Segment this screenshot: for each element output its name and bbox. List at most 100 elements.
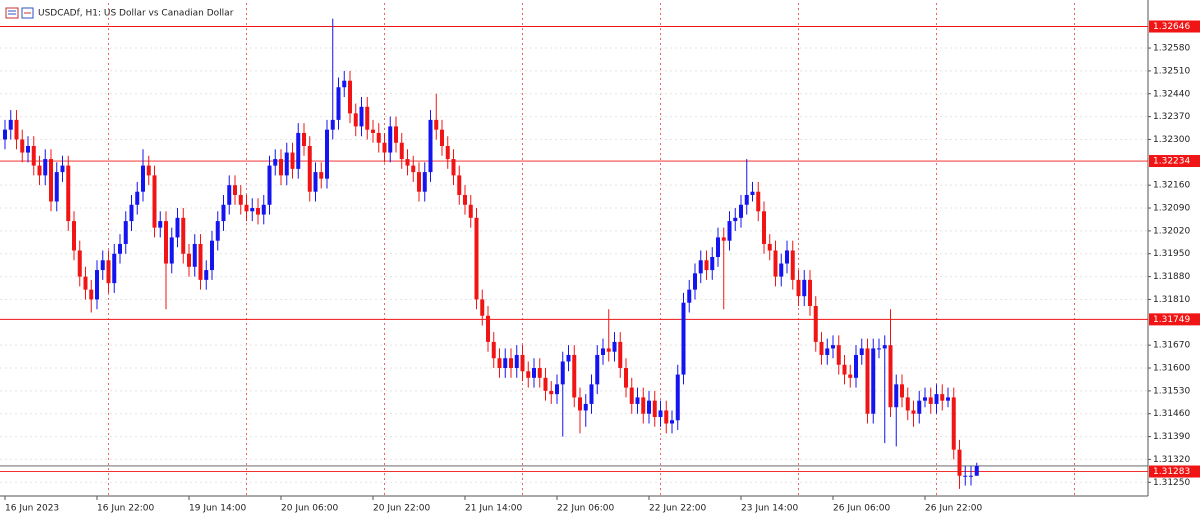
- y-tick-label: 1.31320: [1153, 455, 1190, 465]
- candle-body: [342, 80, 347, 88]
- candle-body: [842, 364, 847, 375]
- candle-body: [175, 217, 180, 238]
- candle-body: [474, 217, 479, 300]
- candle-body: [100, 260, 105, 271]
- candle-body: [681, 302, 686, 375]
- candle-body: [658, 410, 663, 417]
- candle-body: [555, 384, 559, 395]
- candle-body: [572, 354, 577, 398]
- candle-body: [417, 172, 421, 192]
- candle-body: [428, 119, 433, 173]
- candle-body: [89, 289, 94, 300]
- candle-body: [77, 250, 82, 277]
- candle-body: [302, 132, 306, 147]
- y-tick-label: 1.32370: [1153, 112, 1190, 122]
- candle-body: [330, 119, 335, 130]
- candle-body: [336, 87, 341, 120]
- candle-body: [756, 191, 761, 212]
- candle-body: [802, 279, 807, 297]
- candle-body: [911, 410, 916, 414]
- x-tick-label: 26 Jun 22:00: [925, 504, 982, 514]
- candle-body: [141, 165, 145, 192]
- candle-body: [72, 221, 76, 251]
- y-tick-label: 1.31600: [1153, 364, 1190, 374]
- candle-body: [727, 221, 732, 241]
- candle-body: [480, 299, 485, 316]
- chart-icon: [5, 7, 34, 19]
- candle-body: [509, 358, 513, 369]
- y-tick-label: 1.32090: [1153, 204, 1190, 214]
- candle-body: [290, 152, 295, 169]
- candle-body: [307, 146, 312, 192]
- candle-body: [796, 279, 801, 297]
- candle-body: [95, 270, 99, 300]
- candle-body: [859, 348, 864, 355]
- y-tick-label: 1.31530: [1153, 386, 1190, 396]
- candle-body: [273, 159, 278, 166]
- candle-body: [951, 397, 956, 450]
- candle-body: [595, 354, 600, 385]
- candle-body: [135, 191, 140, 205]
- x-tick-label: 20 Jun 06:00: [281, 504, 338, 514]
- y-tick-label: 1.32580: [1153, 44, 1190, 54]
- candle-body: [198, 243, 203, 280]
- candle-body: [486, 315, 490, 342]
- candle-body: [359, 106, 364, 127]
- candle-body: [227, 185, 232, 205]
- candle-body: [612, 341, 617, 352]
- y-tick-label: 1.32020: [1153, 226, 1190, 236]
- price-label-box: [1149, 313, 1200, 326]
- candle-body: [739, 204, 743, 218]
- candle-body: [394, 126, 398, 143]
- candle-body: [37, 165, 42, 176]
- candle-body: [491, 341, 496, 359]
- candle-body: [767, 243, 772, 251]
- price-label: 1.32646: [1153, 22, 1190, 32]
- candle-body: [647, 400, 651, 414]
- candle-body: [831, 345, 835, 349]
- candle-body: [848, 374, 853, 378]
- candle-body: [877, 348, 881, 350]
- y-tick-label: 1.31670: [1153, 341, 1190, 351]
- candle-body: [169, 237, 174, 264]
- y-tick-label: 1.31950: [1153, 249, 1190, 259]
- candle-body: [923, 397, 927, 401]
- candle-body: [26, 146, 30, 153]
- candle-body: [733, 217, 738, 222]
- price-label: 1.31283: [1153, 467, 1190, 477]
- candle-body: [750, 191, 755, 195]
- candle-body: [376, 132, 381, 143]
- price-label-box: [1149, 465, 1200, 478]
- candle-body: [244, 204, 249, 212]
- candle-body: [20, 139, 25, 153]
- candle-body: [917, 400, 922, 414]
- candle-body: [325, 129, 329, 179]
- candle-body: [882, 345, 887, 349]
- candle-body: [716, 237, 720, 258]
- candle-body: [164, 221, 168, 264]
- candle-body: [560, 361, 565, 385]
- candle-body: [790, 250, 795, 280]
- candle-body: [549, 390, 554, 395]
- candle-body: [693, 273, 697, 290]
- candle-body: [158, 221, 163, 228]
- candle-body: [221, 204, 226, 222]
- y-tick-label: 1.32440: [1153, 89, 1190, 99]
- y-tick-label: 1.32160: [1153, 181, 1190, 191]
- candle-body: [440, 129, 444, 147]
- candle-body: [204, 270, 209, 280]
- candle-body: [146, 165, 151, 176]
- x-tick-label: 21 Jun 14:00: [465, 504, 522, 514]
- candle-body: [422, 172, 427, 192]
- candle-body: [641, 397, 646, 414]
- candle-body: [382, 142, 387, 153]
- candle-body: [514, 354, 519, 369]
- price-label: 1.31749: [1153, 315, 1190, 325]
- candle-body: [825, 348, 830, 355]
- x-tick-label: 19 Jun 14:00: [189, 504, 246, 514]
- candle-body: [463, 194, 467, 205]
- candle-body: [601, 348, 605, 355]
- candle-body: [543, 377, 548, 391]
- candle-body: [698, 260, 703, 274]
